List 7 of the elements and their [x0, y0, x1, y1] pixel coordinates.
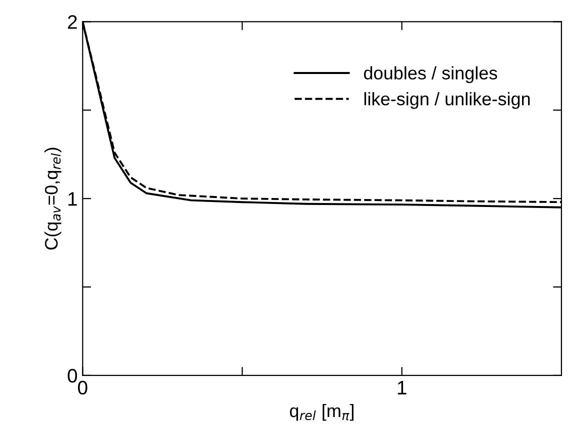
y-tick-label: 0 [68, 368, 78, 383]
legend-label: like-sign / unlike-sign [364, 92, 530, 109]
legend-label: doubles / singles [364, 66, 498, 84]
y-tick-label: 2 [68, 15, 77, 29]
y-tick-label: 1 [68, 192, 77, 206]
x-axis-title: q$_{rel}$ [m$_{π}$] [290, 404, 354, 421]
y-axis-title: C(q$_{av}$=0,q$_{rel}$) [44, 148, 62, 250]
